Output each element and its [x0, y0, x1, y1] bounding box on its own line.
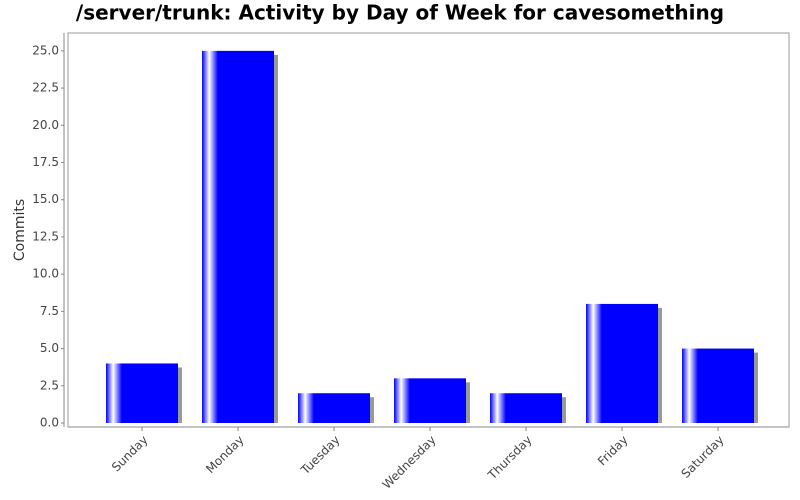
plot-frame — [67, 32, 790, 428]
y-tick-label: 7.5 — [40, 304, 59, 318]
bar — [298, 393, 370, 423]
bar — [490, 393, 562, 423]
y-tick-label: 2.5 — [40, 378, 59, 392]
y-tick-label: 22.5 — [32, 81, 59, 95]
y-tick-label: 20.0 — [32, 118, 59, 132]
bar — [202, 50, 274, 423]
y-tick-label: 10.0 — [32, 267, 59, 281]
y-tick-label: 0.0 — [40, 416, 59, 430]
y-tick-label: 12.5 — [32, 229, 59, 243]
y-axis-label: Commits — [12, 199, 28, 261]
y-tick-label: 25.0 — [32, 43, 59, 57]
bar — [106, 363, 178, 423]
bar — [394, 378, 466, 423]
y-tick-label: 15.0 — [32, 192, 59, 206]
bar — [586, 303, 658, 423]
chart-title: /server/trunk: Activity by Day of Week f… — [76, 1, 724, 25]
bar — [682, 348, 754, 423]
y-tick-label: 5.0 — [40, 341, 59, 355]
y-tick-label: 17.5 — [32, 155, 59, 169]
